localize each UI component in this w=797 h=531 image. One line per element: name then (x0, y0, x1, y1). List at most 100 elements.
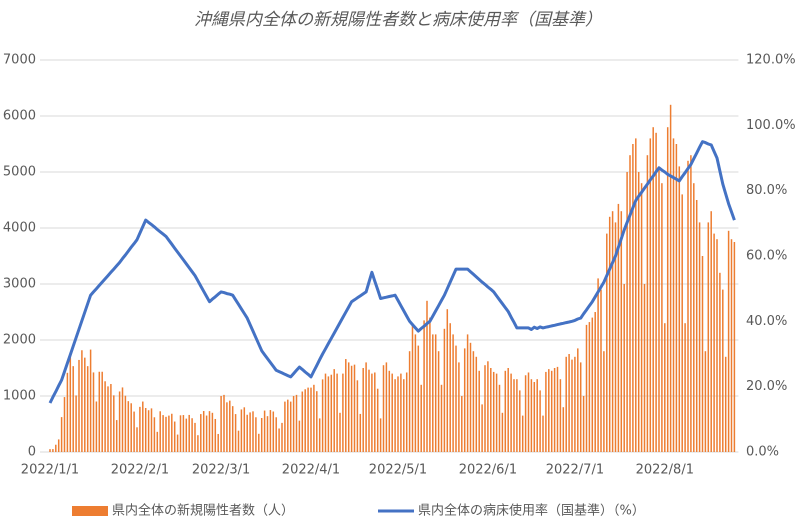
bar (272, 411, 275, 452)
bar (655, 132, 657, 453)
bar (376, 388, 379, 452)
bar (295, 394, 298, 452)
bar (420, 384, 422, 452)
bar (597, 278, 599, 452)
bar (231, 406, 234, 452)
bar (646, 155, 649, 452)
bar (191, 418, 193, 452)
x-tick-label: 2022/3/1 (192, 463, 250, 478)
bar (405, 372, 408, 452)
bar (107, 386, 109, 452)
legend-label: 県内全体の病床使用率（国基準）（%） (418, 503, 645, 519)
bar (713, 233, 715, 452)
bar (536, 379, 538, 452)
chart-title: 沖縄県内全体の新規陽性者数と病床使用率（国基準） (194, 10, 602, 30)
bar (202, 411, 205, 452)
bar (136, 427, 138, 452)
bar (220, 396, 222, 452)
bar (487, 361, 489, 452)
bar (55, 444, 57, 452)
bar (637, 172, 640, 452)
bar (446, 309, 449, 452)
y-tick-label: 7000 (3, 53, 36, 68)
bar (550, 370, 553, 452)
bar (78, 359, 80, 452)
bar (649, 138, 652, 452)
bar (324, 373, 327, 452)
bar (168, 415, 170, 452)
bar (727, 230, 730, 452)
bar (524, 375, 527, 452)
bar (614, 222, 617, 452)
bar (571, 359, 573, 452)
bar (635, 138, 637, 452)
bar (356, 380, 359, 452)
bar (345, 359, 347, 452)
bar (704, 351, 707, 452)
bar (173, 421, 176, 452)
bar (591, 317, 594, 452)
bar (281, 422, 283, 452)
bar (611, 211, 614, 452)
bar (463, 348, 466, 452)
bar (710, 211, 712, 452)
bar (414, 334, 417, 452)
bar (304, 389, 306, 452)
bar (504, 370, 507, 452)
legend-label: 県内全体の新規陽性者数（人） (112, 503, 294, 519)
bar (310, 387, 312, 452)
bar (104, 381, 106, 452)
x-tick-label: 2022/5/1 (369, 463, 427, 478)
bar (124, 395, 127, 452)
bar (620, 211, 623, 452)
bar (211, 412, 214, 452)
bar (669, 104, 672, 453)
bar (469, 342, 472, 452)
bar (603, 351, 605, 452)
bar (466, 334, 469, 452)
bar (347, 362, 350, 452)
bar (159, 411, 161, 452)
bar (678, 166, 681, 452)
bar (339, 412, 341, 452)
bar (237, 430, 240, 452)
x-tick-label: 2022/6/1 (459, 463, 517, 478)
bar (690, 155, 692, 452)
bar (719, 272, 721, 452)
bar (397, 376, 399, 452)
bar (342, 373, 344, 452)
bar (217, 433, 219, 452)
bar (57, 439, 60, 452)
bar (530, 379, 533, 452)
y2-tick-label: 20.0% (746, 379, 787, 394)
bar (234, 414, 237, 452)
y-tick-label: 2000 (3, 333, 36, 348)
bar (687, 160, 689, 453)
bar (115, 420, 118, 452)
bar (179, 415, 182, 452)
bar (292, 396, 295, 452)
bar (298, 420, 301, 452)
bar (287, 399, 289, 452)
y-tick-label: 4000 (3, 221, 36, 236)
y2-tick-label: 60.0% (746, 249, 787, 264)
bar (81, 350, 83, 452)
bar (139, 406, 141, 452)
bar (484, 365, 486, 452)
bar (150, 408, 153, 452)
bar (443, 328, 446, 452)
bar (733, 242, 736, 452)
y-tick-label: 1000 (3, 389, 36, 404)
x-tick-label: 2022/2/1 (111, 463, 169, 478)
bar (565, 356, 567, 452)
bar (608, 216, 611, 452)
bar (188, 414, 190, 452)
bar (527, 372, 530, 452)
bar (182, 415, 185, 452)
bar (521, 415, 524, 452)
y-tick-label: 5000 (3, 165, 36, 180)
bar (553, 368, 556, 452)
bar (585, 324, 588, 452)
y2-tick-label: 100.0% (746, 118, 796, 133)
x-tick-label: 2022/7/1 (546, 463, 604, 478)
